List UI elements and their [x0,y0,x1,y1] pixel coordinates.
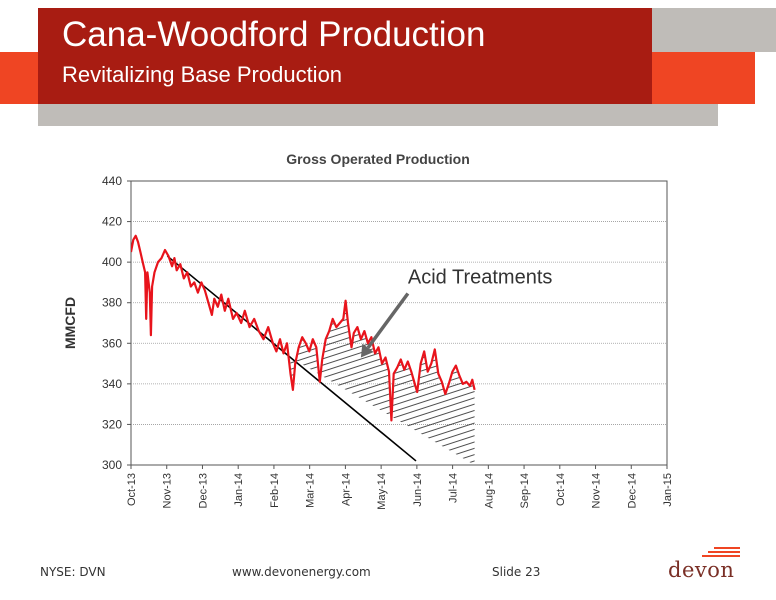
y-axis-ticks: 300 320 340 360 380 400 420 440 [102,174,131,472]
footer-ticker: NYSE: DVN [40,565,106,579]
x-tick-label-Jul-14: Jul-14 [448,473,460,503]
y-tick-label-400: 400 [102,255,122,269]
y-tick-label-320: 320 [102,417,122,431]
header-grey-corner [718,8,776,52]
devon-logo: devon [668,546,748,582]
x-tick-label-Jan-14: Jan-14 [233,473,245,507]
x-tick-label-Jan-15: Jan-15 [662,473,674,507]
footer-slide-number: Slide 23 [492,565,541,579]
footer-website[interactable]: www.devonenergy.com [232,565,371,579]
plot-area [130,180,668,466]
x-tick-label-Dec-14: Dec-14 [626,473,638,508]
x-tick-label-May-14: May-14 [376,473,388,510]
gross-production-series-line [131,234,476,422]
y-tick-label-440: 440 [102,174,122,188]
acid-treatments-annotation: Acid Treatments [360,266,553,358]
slide-header: Cana-Woodford Production Revitalizing Ba… [0,0,776,130]
y-tick-label-420: 420 [102,215,122,229]
x-tick-label-Dec-13: Dec-13 [197,473,209,508]
y-tick-label-300: 300 [102,458,122,472]
header-orange-right-block [652,52,755,104]
annotation-arrow-head [360,343,374,358]
x-tick-label-Oct-13: Oct-13 [126,473,138,506]
devon-logo-bars-icon [702,547,740,557]
annotation-arrow-shaft [366,292,410,349]
annotation-label: Acid Treatments [408,266,553,288]
x-tick-label-Feb-14: Feb-14 [269,473,281,508]
y-tick-label-340: 340 [102,377,122,391]
y-axis-label: MMCFD [62,297,78,349]
production-chart: Gross Operated Production 300 320 340 360 38… [62,151,674,510]
y-tick-label-380: 380 [102,296,122,310]
x-tick-label-Apr-14: Apr-14 [340,473,352,506]
x-tick-label-Mar-14: Mar-14 [305,473,317,508]
x-tick-label-Nov-14: Nov-14 [591,473,603,508]
slide-subtitle: Revitalizing Base Production [62,62,343,87]
x-axis-ticks: Oct-13 Nov-13 Dec-13 Jan-14 Feb-14 Mar-14 Apr-… [126,465,674,510]
y-tick-label-360: 360 [102,336,122,350]
header-orange-left-block [0,52,38,104]
x-tick-label-Aug-14: Aug-14 [483,473,495,508]
x-tick-label-Jun-14: Jun-14 [412,473,424,507]
base-decline-trend-line [166,255,417,462]
slide-title: Cana-Woodford Production [62,15,486,54]
x-tick-label-Sep-14: Sep-14 [519,473,531,508]
header-red-band [38,8,652,104]
x-tick-label-Nov-13: Nov-13 [162,473,174,508]
x-tick-label-Oct-14: Oct-14 [555,473,567,506]
chart-title: Gross Operated Production [286,151,470,167]
devon-logo-text: devon [668,558,735,582]
acid-treatment-hatched-area [290,300,475,465]
